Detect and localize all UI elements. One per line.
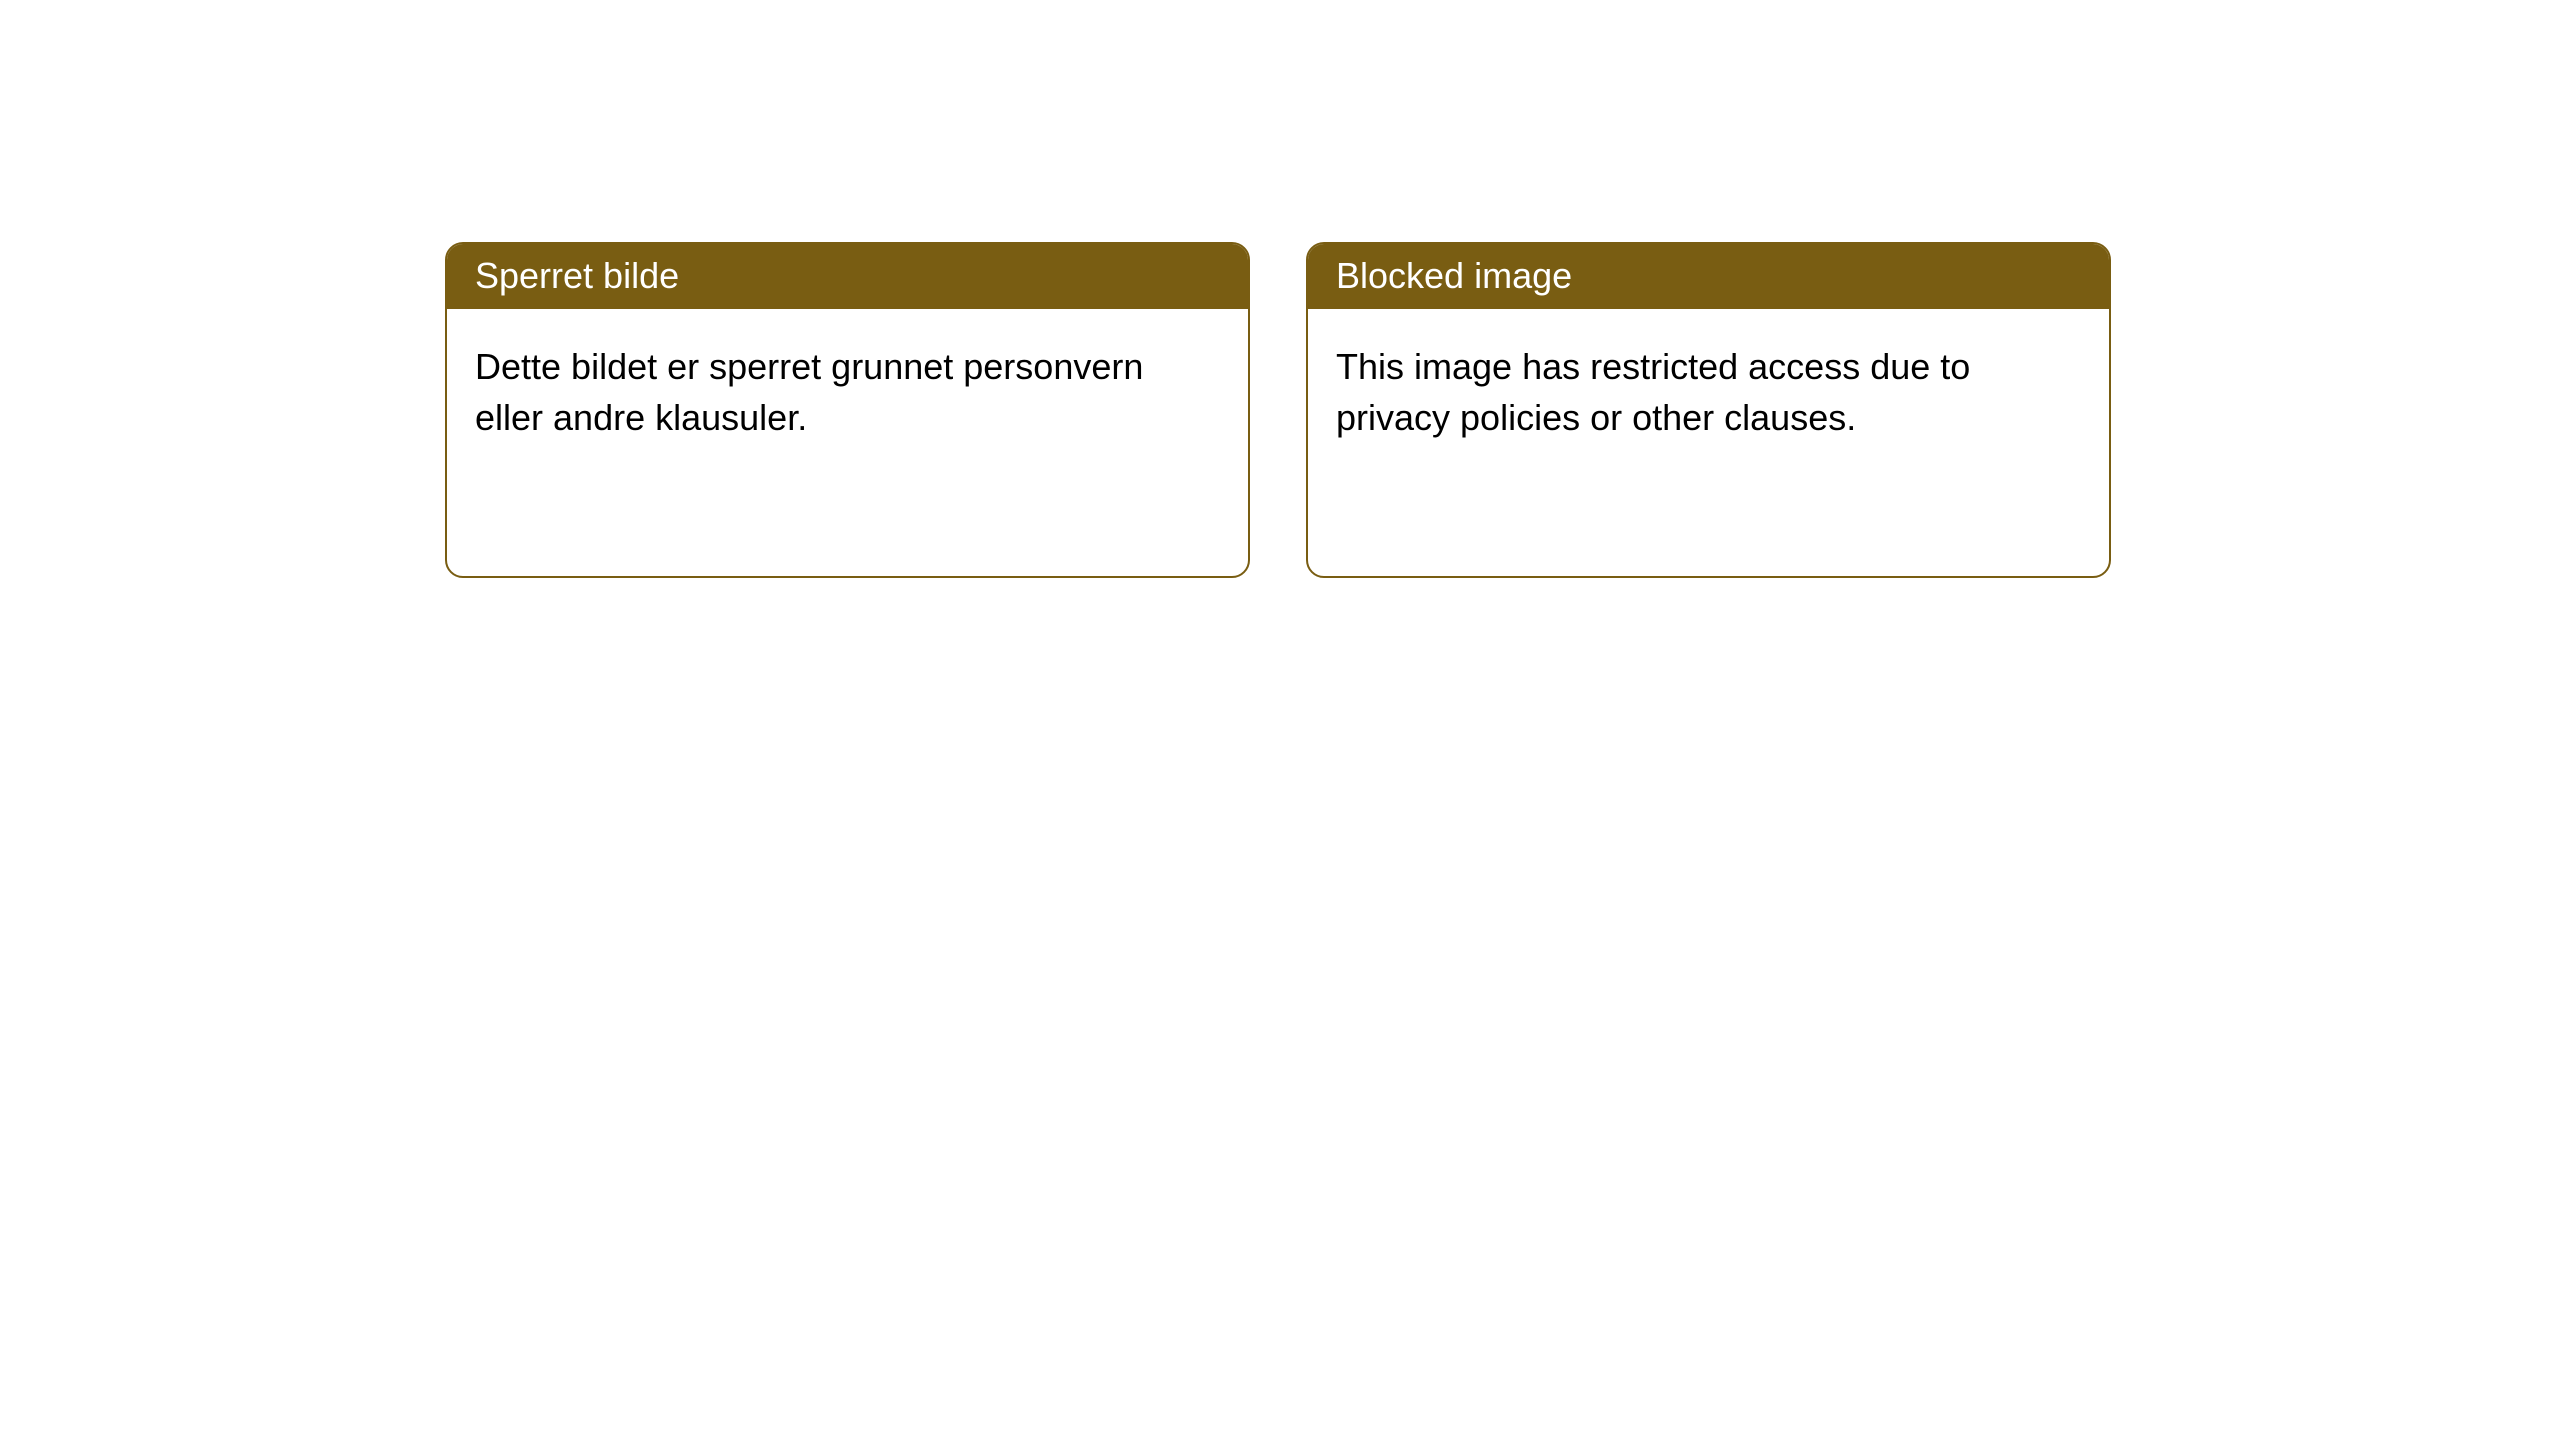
notice-box-norwegian: Sperret bilde Dette bildet er sperret gr… xyxy=(445,242,1250,578)
notice-box-english: Blocked image This image has restricted … xyxy=(1306,242,2111,578)
notice-title: Sperret bilde xyxy=(447,244,1248,309)
notice-title: Blocked image xyxy=(1308,244,2109,309)
notice-body: Dette bildet er sperret grunnet personve… xyxy=(447,309,1248,475)
notice-container: Sperret bilde Dette bildet er sperret gr… xyxy=(0,0,2560,578)
notice-body: This image has restricted access due to … xyxy=(1308,309,2109,475)
